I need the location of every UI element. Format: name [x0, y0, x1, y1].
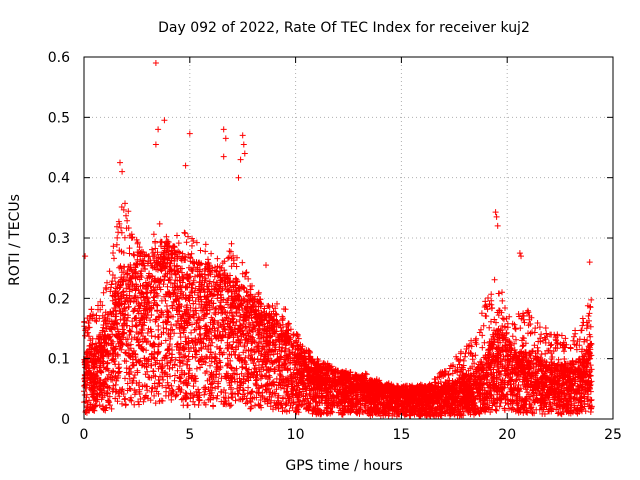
y-axis-label: ROTI / TECUs: [7, 194, 23, 286]
y-tick-label: 0: [61, 412, 70, 428]
grid-lines: [84, 57, 613, 419]
y-tick-label: 0.6: [48, 50, 70, 66]
x-tick-label: 5: [185, 427, 194, 443]
chart-title: Day 092 of 2022, Rate Of TEC Index for r…: [158, 20, 530, 36]
y-tick-label: 0.4: [48, 171, 70, 187]
x-tick-label: 0: [80, 427, 89, 443]
x-tick-label: 10: [287, 427, 305, 443]
data-points: [81, 60, 595, 420]
x-tick-label: 15: [392, 427, 410, 443]
x-axis-label: GPS time / hours: [285, 458, 402, 474]
y-tick-label: 0.2: [48, 291, 70, 307]
roti-data-markers: [81, 60, 595, 420]
axis-ticks: 0 5 10 15 20 25 0 0.1 0.2 0.3 0.4 0.5 0.6: [48, 50, 622, 443]
y-tick-label: 0.1: [48, 352, 70, 368]
y-tick-label: 0.5: [48, 110, 70, 126]
x-tick-label: 25: [604, 427, 622, 443]
y-tick-label: 0.3: [48, 231, 70, 247]
x-tick-label: 20: [498, 427, 516, 443]
